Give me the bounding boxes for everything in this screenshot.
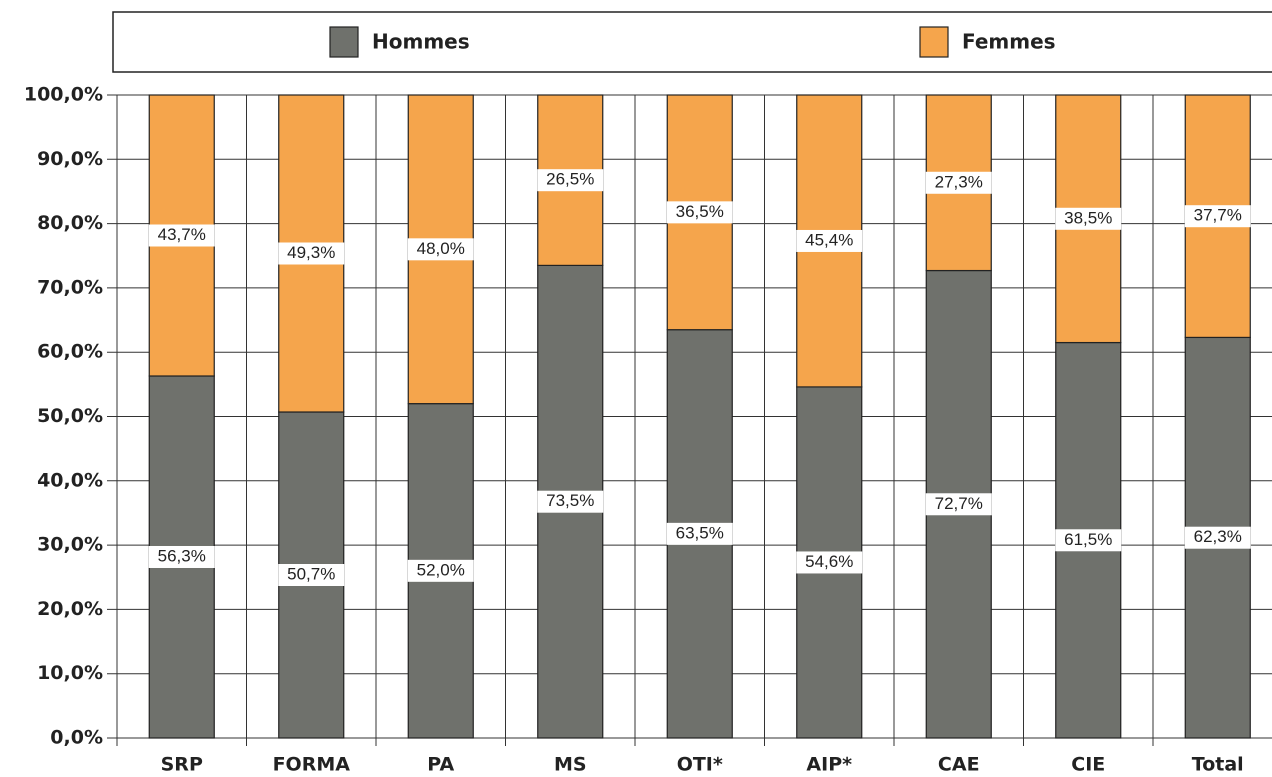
value-label: 62,3% bbox=[1194, 527, 1242, 546]
value-label-bg bbox=[925, 171, 992, 194]
value-label-bg bbox=[148, 545, 215, 568]
x-tick-label: AIP* bbox=[806, 754, 852, 776]
y-tick-label: 100,0% bbox=[24, 84, 103, 106]
value-label-bg bbox=[796, 551, 863, 574]
legend-label: Femmes bbox=[962, 30, 1056, 54]
value-label: 37,7% bbox=[1194, 206, 1242, 225]
legend-label: Hommes bbox=[372, 30, 470, 54]
value-label: 48,0% bbox=[417, 239, 465, 258]
value-label: 50,7% bbox=[287, 564, 335, 583]
x-tick-label: Total bbox=[1192, 754, 1244, 776]
legend-swatch bbox=[329, 26, 359, 58]
value-label-bg bbox=[148, 224, 215, 247]
y-tick-label: 80,0% bbox=[37, 212, 103, 234]
y-tick-label: 30,0% bbox=[37, 534, 103, 556]
y-tick-label: 60,0% bbox=[37, 341, 103, 363]
x-tick-label: PA bbox=[427, 754, 454, 776]
y-tick-label: 40,0% bbox=[37, 469, 103, 491]
value-label-bg bbox=[278, 242, 345, 265]
value-label: 72,7% bbox=[935, 494, 983, 513]
x-tick-label: SRP bbox=[161, 754, 203, 776]
legend-box bbox=[112, 11, 1272, 73]
value-label: 63,5% bbox=[676, 523, 724, 542]
value-label: 45,4% bbox=[805, 230, 853, 249]
value-label: 52,0% bbox=[417, 560, 465, 579]
value-label-bg bbox=[666, 522, 733, 545]
value-label: 61,5% bbox=[1064, 530, 1112, 549]
value-label-bg bbox=[278, 563, 345, 586]
x-tick-label: CIE bbox=[1071, 754, 1105, 776]
value-label: 56,3% bbox=[158, 546, 206, 565]
value-label-bg bbox=[1184, 205, 1251, 228]
value-label: 73,5% bbox=[546, 491, 594, 510]
y-tick-label: 90,0% bbox=[37, 148, 103, 170]
y-tick-label: 20,0% bbox=[37, 598, 103, 620]
y-tick-label: 70,0% bbox=[37, 276, 103, 298]
value-label-bg bbox=[407, 238, 474, 261]
value-label: 36,5% bbox=[676, 202, 724, 221]
value-label-bg bbox=[666, 201, 733, 224]
y-tick-label: 10,0% bbox=[37, 662, 103, 684]
legend-swatch bbox=[919, 26, 949, 58]
value-label-bg bbox=[1055, 207, 1122, 230]
value-label: 38,5% bbox=[1064, 208, 1112, 227]
value-label: 43,7% bbox=[158, 225, 206, 244]
y-tick-label: 0,0% bbox=[50, 727, 103, 749]
value-label-bg bbox=[925, 493, 992, 516]
value-label-bg bbox=[537, 490, 604, 513]
x-tick-label: FORMA bbox=[273, 754, 351, 776]
value-label-bg bbox=[796, 229, 863, 252]
x-tick-label: CAE bbox=[938, 754, 980, 776]
x-tick-label: MS bbox=[554, 754, 587, 776]
value-label: 27,3% bbox=[935, 172, 983, 191]
value-label: 54,6% bbox=[805, 552, 853, 571]
value-label: 26,5% bbox=[546, 170, 594, 189]
value-label: 49,3% bbox=[287, 243, 335, 262]
value-label-bg bbox=[537, 169, 604, 192]
value-label-bg bbox=[1184, 526, 1251, 549]
y-tick-label: 50,0% bbox=[37, 405, 103, 427]
value-label-bg bbox=[1055, 529, 1122, 552]
value-label-bg bbox=[407, 559, 474, 582]
x-tick-label: OTI* bbox=[677, 754, 723, 776]
